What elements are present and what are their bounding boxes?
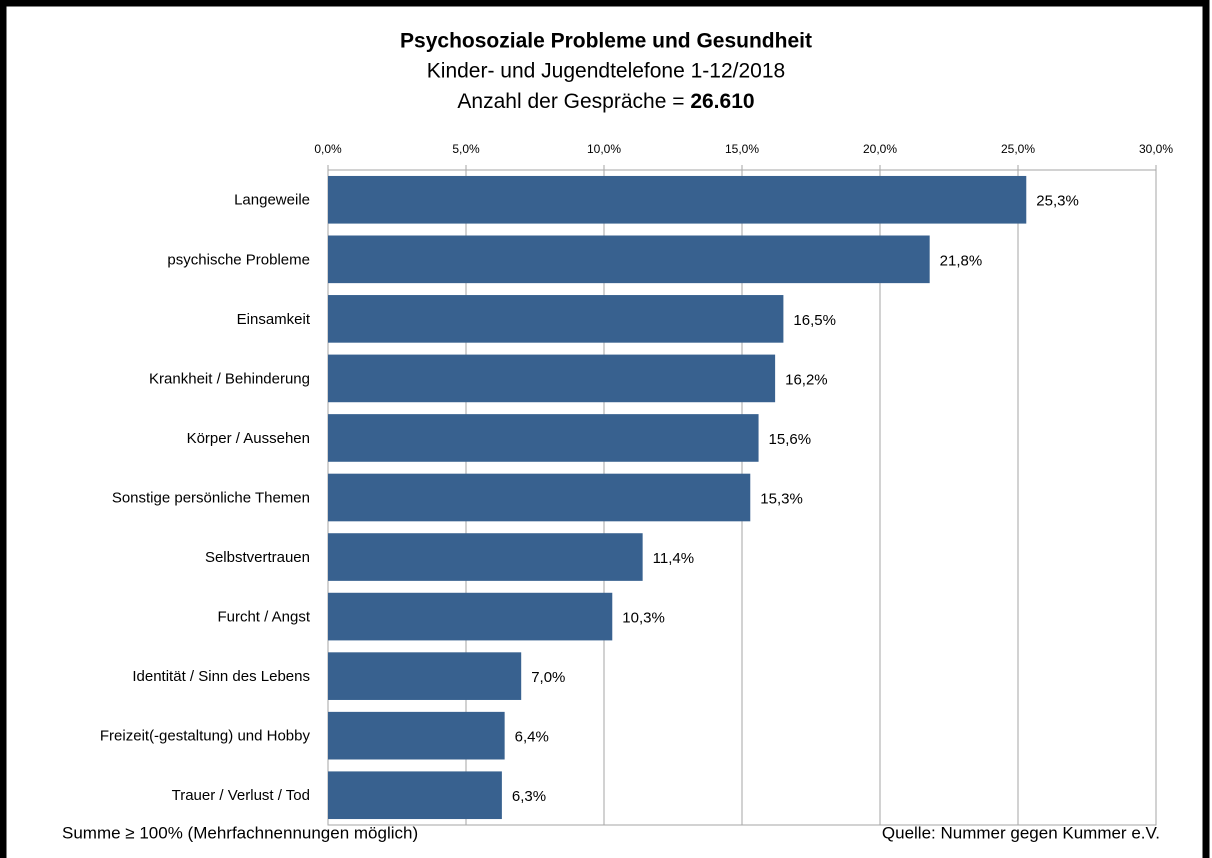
value-label: 10,3% [622, 610, 665, 627]
value-label: 15,6% [769, 431, 812, 448]
value-label: 25,3% [1036, 193, 1079, 210]
bar [328, 533, 643, 581]
y-tick-label: psychische Probleme [167, 251, 310, 268]
bar [328, 354, 776, 403]
y-tick-label: Freizeit(-gestaltung) und Hobby [100, 728, 311, 745]
x-tick-label: 30,0% [1139, 142, 1173, 156]
x-tick-label: 25,0% [1001, 142, 1035, 156]
bar [328, 592, 613, 641]
bar [328, 175, 1027, 224]
chart-subtitle: Kinder- und Jugendtelefone 1-12/2018 [427, 60, 785, 83]
count: 26.610 [690, 90, 754, 113]
x-tick-label: 0,0% [314, 142, 342, 156]
y-tick-label: Krankheit / Behinderung [149, 370, 310, 387]
bar [328, 652, 522, 700]
y-tick-label: Identität / Sinn des Lebens [132, 668, 310, 685]
count-line: Anzahl der Gespräche = 26.610 [457, 90, 754, 113]
bar [328, 771, 502, 820]
bar [328, 295, 784, 343]
bar [328, 711, 505, 760]
x-tick-label: 15,0% [725, 142, 759, 156]
y-tick-label: Einsamkeit [237, 311, 311, 328]
y-tick-label: Selbstvertrauen [205, 549, 310, 566]
bar [328, 473, 751, 522]
value-label: 6,4% [515, 729, 549, 746]
value-label: 21,8% [940, 252, 983, 269]
value-label: 6,3% [512, 788, 546, 805]
source: Quelle: Nummer gegen Kummer e.V. [882, 823, 1160, 842]
count-label: Anzahl der Gespräche = [457, 90, 684, 113]
bar [328, 414, 759, 462]
value-label: 11,4% [653, 550, 694, 567]
y-tick-label: Langeweile [234, 192, 310, 209]
y-tick-label: Trauer / Verlust / Tod [172, 787, 310, 804]
y-tick-label: Sonstige persönliche Themen [112, 489, 310, 506]
y-tick-label: Furcht / Angst [217, 609, 310, 626]
x-tick-label: 10,0% [587, 142, 621, 156]
y-tick-label: Körper / Aussehen [187, 430, 310, 447]
chart-title: Psychosoziale Probleme und Gesundheit [400, 30, 812, 53]
value-label: 15,3% [760, 490, 803, 507]
footnote: Summe ≥ 100% (Mehrfachnennungen möglich) [62, 823, 418, 842]
x-tick-label: 20,0% [863, 142, 897, 156]
bar [328, 235, 930, 284]
value-label: 16,2% [785, 371, 828, 388]
x-tick-label: 5,0% [452, 142, 480, 156]
value-label: 7,0% [531, 669, 565, 686]
value-label: 16,5% [793, 312, 836, 329]
